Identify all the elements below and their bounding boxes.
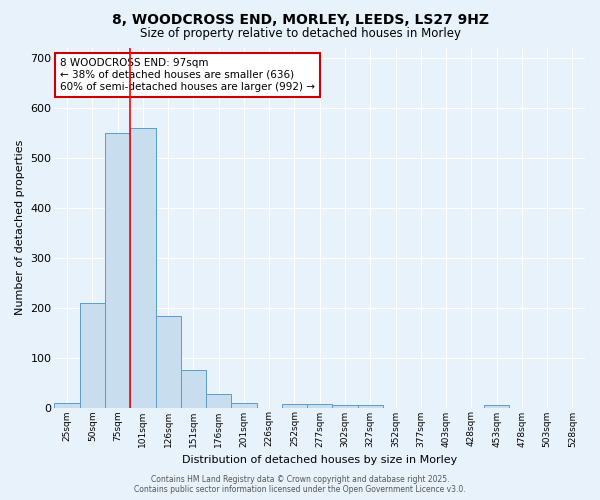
Text: Contains HM Land Registry data © Crown copyright and database right 2025.
Contai: Contains HM Land Registry data © Crown c… bbox=[134, 474, 466, 494]
Bar bbox=[55, 402, 80, 407]
Bar bbox=[181, 370, 206, 408]
Bar bbox=[307, 404, 332, 407]
Bar bbox=[130, 128, 155, 407]
Text: 8 WOODCROSS END: 97sqm
← 38% of detached houses are smaller (636)
60% of semi-de: 8 WOODCROSS END: 97sqm ← 38% of detached… bbox=[60, 58, 315, 92]
Bar bbox=[80, 302, 105, 408]
Text: Size of property relative to detached houses in Morley: Size of property relative to detached ho… bbox=[139, 28, 461, 40]
Bar bbox=[332, 405, 358, 407]
X-axis label: Distribution of detached houses by size in Morley: Distribution of detached houses by size … bbox=[182, 455, 457, 465]
Bar bbox=[206, 394, 232, 407]
Bar bbox=[484, 405, 509, 407]
Text: 8, WOODCROSS END, MORLEY, LEEDS, LS27 9HZ: 8, WOODCROSS END, MORLEY, LEEDS, LS27 9H… bbox=[112, 12, 488, 26]
Bar bbox=[105, 132, 130, 407]
Bar bbox=[155, 316, 181, 408]
Bar bbox=[232, 402, 257, 407]
Y-axis label: Number of detached properties: Number of detached properties bbox=[15, 140, 25, 315]
Bar bbox=[358, 405, 383, 407]
Bar bbox=[282, 404, 307, 407]
